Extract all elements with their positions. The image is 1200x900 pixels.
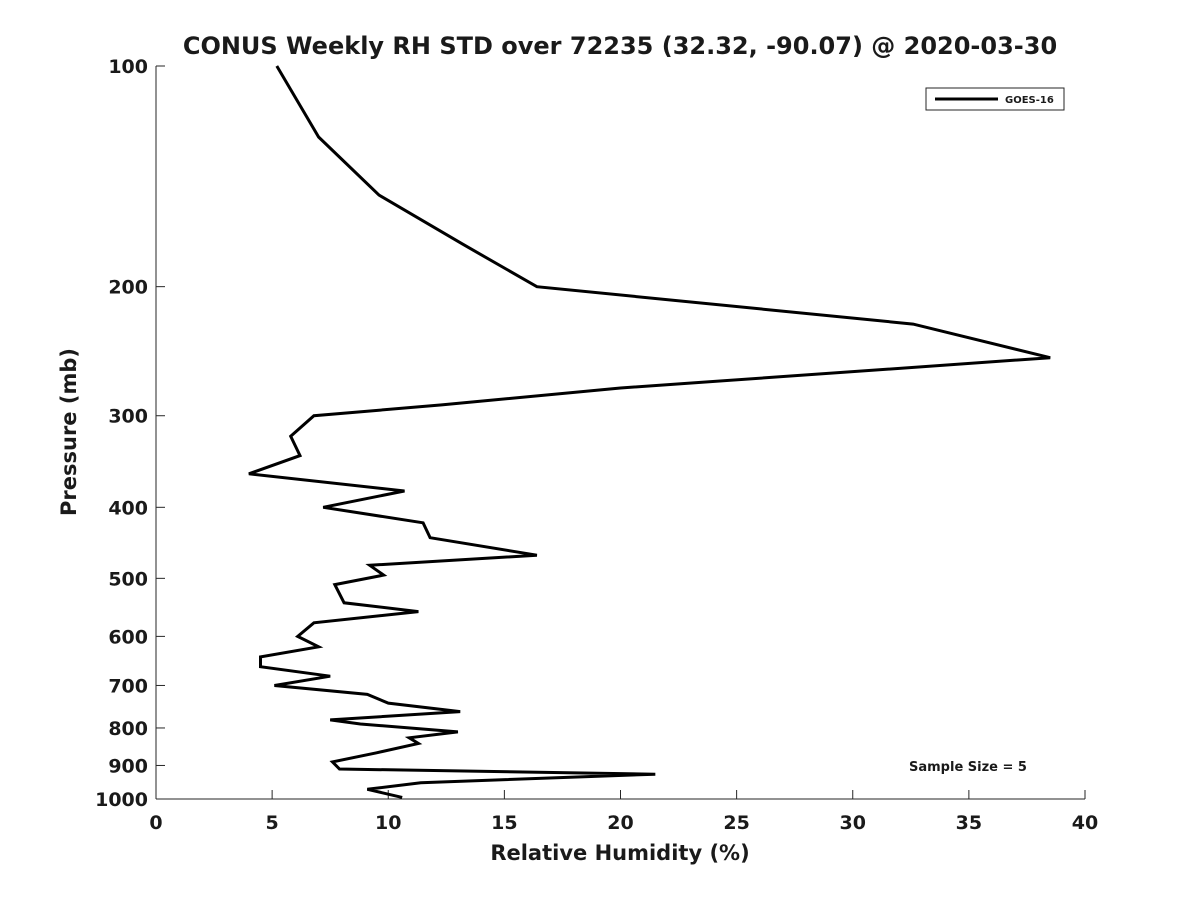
x-tick-label: 35 — [956, 812, 982, 834]
y-tick-label: 100 — [108, 56, 148, 78]
x-tick-label: 10 — [375, 812, 401, 834]
y-tick-label: 500 — [108, 568, 148, 590]
series-line-goes-16 — [248, 65, 1051, 799]
x-tick-label: 25 — [723, 812, 749, 834]
y-tick-label: 1000 — [95, 789, 148, 811]
x-tick-label: 40 — [1072, 812, 1098, 834]
x-axis-label: Relative Humidity (%) — [490, 841, 749, 865]
y-tick-label: 800 — [108, 718, 148, 740]
legend-label-goes-16: GOES-16 — [1005, 95, 1054, 106]
sample-size-annotation: Sample Size = 5 — [909, 760, 1027, 775]
y-axis-label: Pressure (mb) — [57, 348, 81, 516]
x-tick-label: 0 — [149, 812, 162, 834]
x-tick-label: 15 — [491, 812, 517, 834]
y-tick-label: 400 — [108, 497, 148, 519]
legend: GOES-16 — [925, 87, 1065, 111]
y-tick-label: 300 — [108, 406, 148, 428]
y-tick-label: 900 — [108, 755, 148, 777]
y-ticks: 100 200 300 400 500 600 700 800 900 1000 — [95, 56, 165, 811]
y-tick-label: 200 — [108, 277, 148, 299]
y-tick-label: 600 — [108, 626, 148, 648]
x-tick-label: 5 — [266, 812, 279, 834]
y-tick-label: 700 — [108, 675, 148, 697]
x-tick-label: 20 — [607, 812, 633, 834]
x-ticks: 0 5 10 15 20 25 30 35 40 — [149, 790, 1098, 834]
chart-title: CONUS Weekly RH STD over 72235 (32.32, -… — [183, 32, 1057, 60]
x-tick-label: 30 — [840, 812, 866, 834]
